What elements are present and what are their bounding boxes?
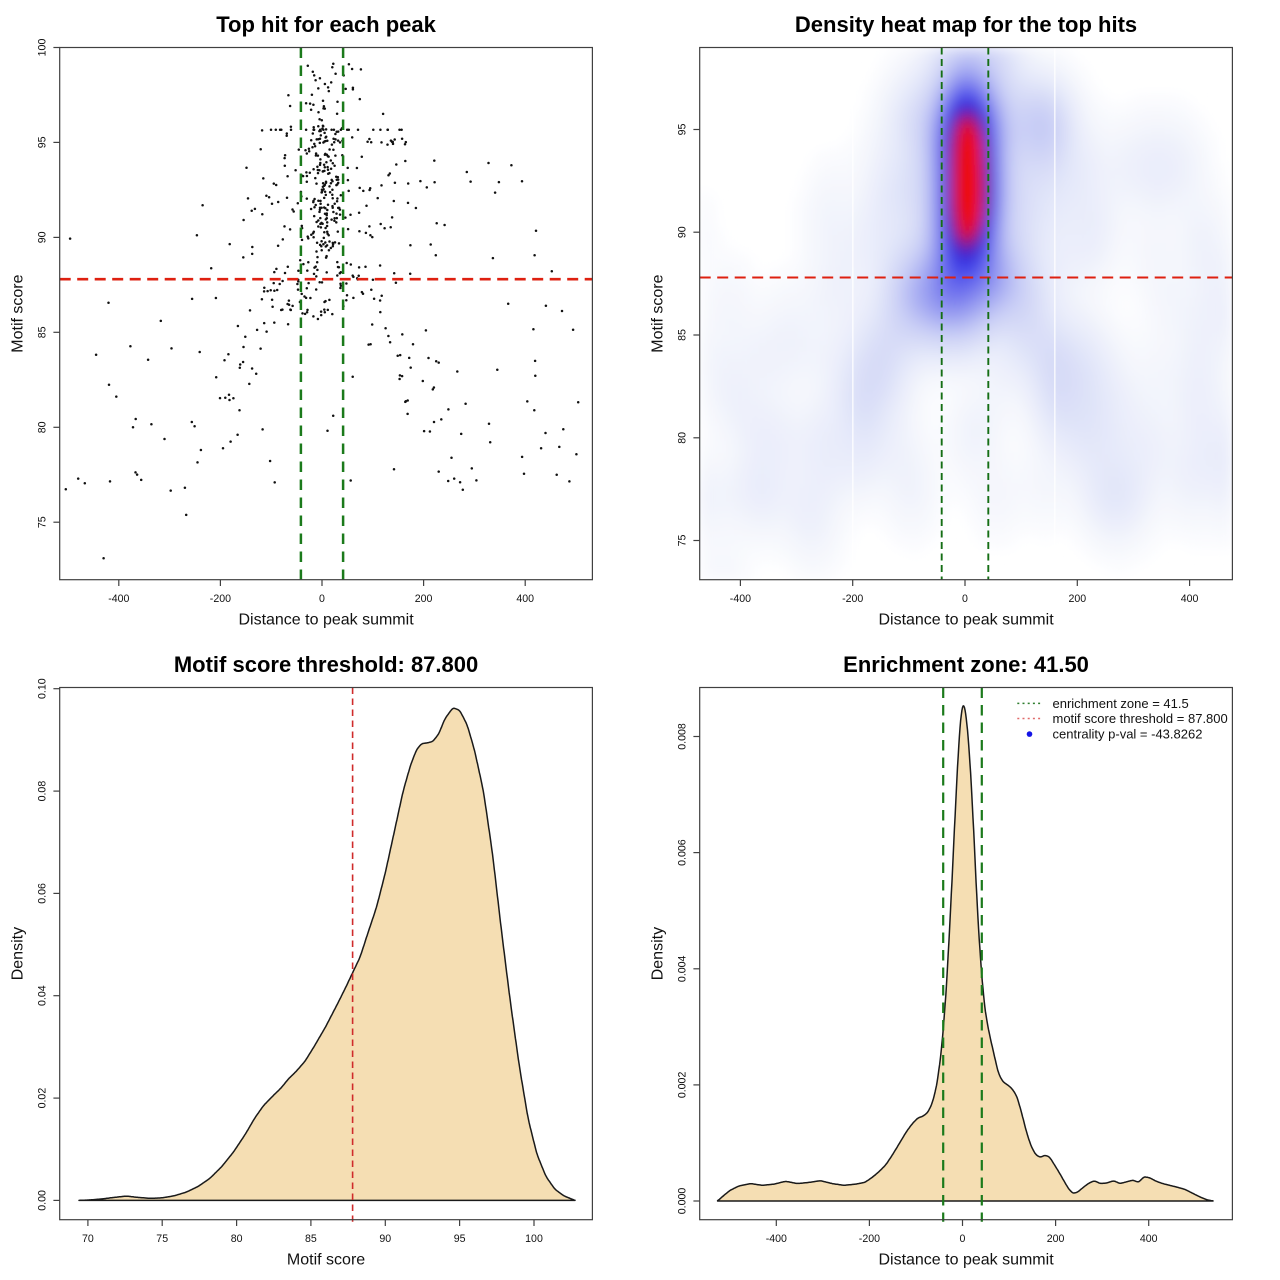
svg-text:90: 90 [677, 226, 689, 238]
svg-text:200: 200 [1068, 593, 1086, 605]
svg-text:400: 400 [516, 593, 534, 605]
svg-text:motif score threshold = 87.800: motif score threshold = 87.800 [1053, 711, 1228, 726]
svg-text:200: 200 [1047, 1233, 1065, 1245]
svg-text:85: 85 [37, 326, 49, 338]
svg-text:200: 200 [415, 593, 433, 605]
svg-text:0: 0 [962, 593, 968, 605]
svg-text:80: 80 [37, 421, 49, 433]
svg-text:Enrichment zone: 41.50: Enrichment zone: 41.50 [843, 652, 1089, 677]
svg-text:400: 400 [1140, 1233, 1158, 1245]
svg-text:Density: Density [10, 927, 27, 980]
svg-text:-200: -200 [859, 1233, 880, 1245]
svg-text:0.006: 0.006 [677, 839, 689, 866]
svg-text:Distance to peak summit: Distance to peak summit [878, 1252, 1054, 1269]
svg-text:0.000: 0.000 [677, 1188, 689, 1215]
svg-text:95: 95 [677, 124, 689, 136]
svg-text:400: 400 [1181, 593, 1199, 605]
svg-text:0: 0 [319, 593, 325, 605]
svg-text:85: 85 [677, 329, 689, 341]
svg-text:75: 75 [677, 535, 689, 547]
svg-text:0.06: 0.06 [37, 883, 49, 904]
svg-text:0.00: 0.00 [37, 1190, 49, 1211]
svg-text:enrichment zone = 41.5: enrichment zone = 41.5 [1053, 696, 1189, 711]
svg-text:0.08: 0.08 [37, 781, 49, 802]
svg-text:0.004: 0.004 [677, 955, 689, 982]
svg-text:0.008: 0.008 [677, 723, 689, 750]
svg-text:100: 100 [525, 1233, 543, 1245]
svg-text:-400: -400 [108, 593, 129, 605]
svg-text:0.04: 0.04 [37, 985, 49, 1006]
svg-text:80: 80 [231, 1233, 243, 1245]
svg-text:0.02: 0.02 [37, 1088, 49, 1109]
svg-text:Density: Density [650, 927, 667, 980]
svg-text:70: 70 [82, 1233, 94, 1245]
svg-text:90: 90 [37, 231, 49, 243]
svg-text:centrality p-val = -43.8262: centrality p-val = -43.8262 [1053, 727, 1203, 742]
svg-text:0.10: 0.10 [37, 678, 49, 699]
svg-text:-400: -400 [730, 593, 751, 605]
svg-text:95: 95 [37, 136, 49, 148]
svg-text:75: 75 [37, 516, 49, 528]
svg-text:Motif score: Motif score [650, 274, 667, 352]
svg-text:Motif score: Motif score [10, 274, 27, 352]
svg-text:0: 0 [960, 1233, 966, 1245]
svg-text:Motif score: Motif score [287, 1252, 365, 1269]
svg-text:Motif score threshold: 87.800: Motif score threshold: 87.800 [174, 652, 478, 677]
svg-text:75: 75 [156, 1233, 168, 1245]
svg-text:-200: -200 [842, 593, 863, 605]
svg-text:80: 80 [677, 432, 689, 444]
svg-text:-200: -200 [210, 593, 231, 605]
svg-text:Top hit for each peak: Top hit for each peak [216, 12, 436, 37]
svg-text:85: 85 [305, 1233, 317, 1245]
svg-text:0.002: 0.002 [677, 1072, 689, 1099]
svg-text:Density heat map for the top h: Density heat map for the top hits [795, 12, 1137, 37]
svg-text:95: 95 [454, 1233, 466, 1245]
svg-text:-400: -400 [766, 1233, 787, 1245]
svg-text:90: 90 [379, 1233, 391, 1245]
svg-text:100: 100 [37, 39, 49, 57]
svg-text:Distance to peak summit: Distance to peak summit [878, 612, 1054, 629]
svg-text:Distance to peak summit: Distance to peak summit [238, 612, 414, 629]
